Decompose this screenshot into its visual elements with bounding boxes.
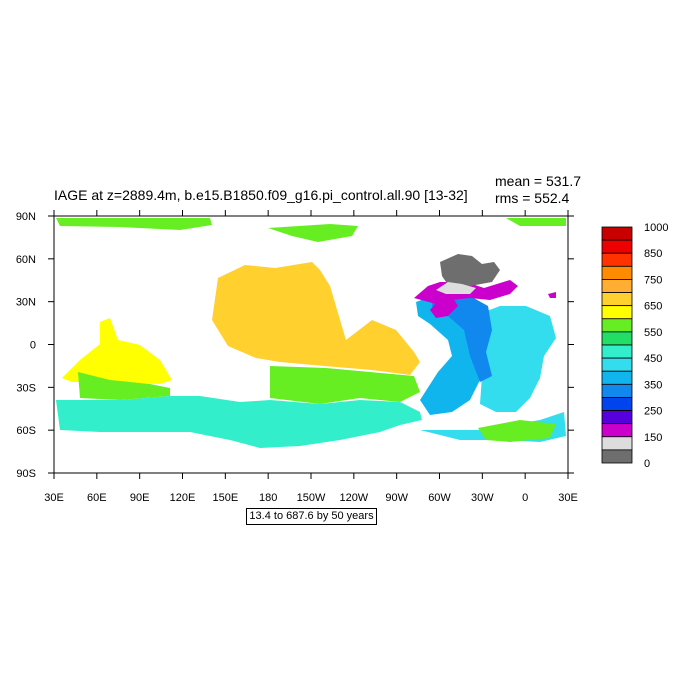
- ocean-age-fill: [56, 218, 566, 448]
- colorbar-swatch: [601, 292, 633, 307]
- colorbar-label: 850: [644, 248, 662, 260]
- colorbar-label: 150: [644, 432, 662, 444]
- north-pacific: [212, 262, 420, 375]
- y-tick-label: 0: [30, 340, 36, 352]
- colorbar-label: 1000: [644, 222, 668, 234]
- colorbar-label: 550: [644, 327, 662, 339]
- y-tick-label: 30N: [16, 297, 36, 309]
- y-tick-label: 30S: [16, 382, 36, 394]
- y-tick-label: 60S: [16, 425, 36, 437]
- colorbar-swatch: [601, 449, 633, 464]
- colorbar-swatch: [601, 265, 633, 280]
- colorbar-label: 650: [644, 301, 662, 313]
- x-tick-label: 90W: [385, 492, 408, 504]
- plot-title: IAGE at z=2889.4m, b.e15.B1850.f09_g16.p…: [54, 187, 468, 203]
- x-tick-label: 30W: [471, 492, 494, 504]
- indian-ocean: [62, 318, 172, 384]
- colorbar-swatch: [601, 397, 633, 411]
- south-atlantic-green: [478, 420, 556, 442]
- colorbar-swatch: [601, 239, 633, 254]
- x-tick-label: 30E: [44, 492, 64, 504]
- labrador-dark: [430, 296, 458, 318]
- contour-range-note: 13.4 to 687.6 by 50 years: [246, 508, 377, 525]
- colorbar-swatch: [601, 252, 633, 267]
- colorbar-swatch: [601, 410, 633, 425]
- colorbar-swatch: [601, 226, 633, 241]
- axis-ticks: 30E 60E 90E 120E 150E 180 150W 120W 90W 60W 30W 0 30…: [16, 210, 578, 504]
- arctic-band-east: [268, 224, 358, 242]
- colorbar-label: 750: [644, 274, 662, 286]
- colorbar-label: 350: [644, 379, 662, 391]
- colorbar-swatch: [601, 331, 633, 346]
- atlantic-east: [474, 306, 556, 412]
- colorbar-swatch: [601, 357, 633, 372]
- x-tick-label: 120E: [170, 492, 196, 504]
- colorbar-label: 250: [644, 406, 662, 418]
- y-tick-label: 90S: [16, 468, 36, 480]
- x-tick-label: 150E: [212, 492, 238, 504]
- y-tick-label: 90N: [16, 211, 36, 223]
- south-pacific-green: [270, 366, 420, 404]
- colorbar-swatch: [601, 370, 633, 385]
- x-tick-label: 120W: [339, 492, 368, 504]
- x-tick-label: 90E: [130, 492, 150, 504]
- rms-stat: rms = 552.4: [495, 190, 570, 206]
- indian-green: [78, 372, 170, 400]
- nordic-seas: [440, 254, 500, 288]
- colorbar-swatch: [601, 383, 633, 398]
- x-tick-label: 60E: [87, 492, 107, 504]
- colorbar-label: 450: [644, 353, 662, 365]
- x-tick-label: 180: [259, 492, 277, 504]
- colorbar: 1000 850 750 650 550 450 350 250 150 0: [601, 222, 668, 470]
- y-tick-label: 60N: [16, 254, 36, 266]
- x-tick-label: 0: [522, 492, 528, 504]
- colorbar-label: 0: [644, 458, 650, 470]
- southern-ocean: [56, 396, 422, 448]
- x-tick-label: 60W: [428, 492, 451, 504]
- mean-stat: mean = 531.7: [495, 173, 582, 189]
- colorbar-swatch: [601, 305, 633, 320]
- colorbar-swatch: [601, 423, 633, 438]
- colorbar-swatch: [601, 318, 633, 333]
- colorbar-swatch: [601, 279, 633, 293]
- colorbar-swatch: [601, 344, 633, 359]
- arctic-band-atl: [506, 218, 566, 226]
- x-tick-label: 30E: [558, 492, 578, 504]
- tiny-spot: [548, 292, 556, 298]
- colorbar-swatch: [601, 436, 633, 451]
- nordic-light: [436, 282, 476, 294]
- x-tick-label: 150W: [297, 492, 326, 504]
- arctic-band: [56, 218, 212, 230]
